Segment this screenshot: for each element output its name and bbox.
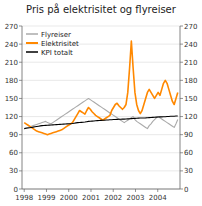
x-axis xyxy=(22,189,180,190)
x-tick-label: 2002 xyxy=(104,194,122,202)
grid-line xyxy=(22,26,180,27)
y2-tick xyxy=(180,62,183,63)
series-line xyxy=(24,98,178,128)
y2-tick xyxy=(180,170,183,171)
y-tick-label: 150 xyxy=(5,95,18,103)
y2-tick xyxy=(180,80,183,81)
legend-label: Flyreiser xyxy=(41,31,71,39)
legend-label: Elektrisitet xyxy=(41,40,79,48)
series-lines xyxy=(24,41,178,135)
x-tick xyxy=(157,189,158,192)
y-tick-label: 210 xyxy=(5,59,18,67)
chart: Pris på elektrisitet og flyreiser 0 30 60 90… xyxy=(0,0,202,206)
y-tick xyxy=(19,116,22,117)
y2-tick xyxy=(180,189,183,190)
y-tick xyxy=(19,98,22,99)
y-tick xyxy=(19,80,22,81)
y-tick-label: 120 xyxy=(5,113,18,121)
y-tick xyxy=(19,44,22,45)
grid-line xyxy=(22,80,180,81)
x-tick-label: 1998 xyxy=(15,194,33,202)
x-tick-label: 2001 xyxy=(82,194,100,202)
x-tick xyxy=(135,189,136,192)
series-line xyxy=(24,116,178,129)
y-tick xyxy=(19,134,22,135)
y-tick xyxy=(19,152,22,153)
y-tick-label: 270 xyxy=(5,23,18,31)
y2-tick xyxy=(180,26,183,27)
title: Pris på elektrisitet og flyreiser xyxy=(26,3,177,15)
grid-line xyxy=(22,152,180,153)
y-tick-label: 90 xyxy=(9,131,18,139)
y2-tick xyxy=(180,116,183,117)
y2-tick-label: 150 xyxy=(184,95,197,103)
x-tick xyxy=(24,189,25,192)
legend-swatch xyxy=(26,42,38,44)
y2-tick-label: 210 xyxy=(184,59,197,67)
legend: FlyreiserElektrisitetKPI totalt xyxy=(26,31,79,57)
y2-tick-label: 270 xyxy=(184,23,197,31)
y-tick xyxy=(19,170,22,171)
y2-tick-label: 240 xyxy=(184,41,197,49)
y2-tick xyxy=(180,152,183,153)
legend-swatch xyxy=(26,33,38,35)
y-tick xyxy=(19,26,22,27)
x-tick-label: 2003 xyxy=(127,194,145,202)
y-tick-label: 30 xyxy=(9,167,18,175)
legend-swatch xyxy=(26,51,38,53)
y-tick-label: 240 xyxy=(5,41,18,49)
y2-tick-label: 180 xyxy=(184,77,197,85)
series-line xyxy=(24,41,178,135)
y-tick xyxy=(19,189,22,190)
grid-line xyxy=(22,62,180,63)
y2-tick xyxy=(180,134,183,135)
grid-line xyxy=(22,189,180,190)
grid-line xyxy=(22,98,180,99)
x-tick xyxy=(90,189,91,192)
y2-tick-label: 0 xyxy=(184,186,188,194)
y2-tick-label: 120 xyxy=(184,113,197,121)
y-tick-label: 0 xyxy=(14,186,18,194)
y2-tick-label: 30 xyxy=(184,167,193,175)
y2-tick-label: 90 xyxy=(184,131,193,139)
y-tick-label: 60 xyxy=(9,149,18,157)
grid-line xyxy=(22,170,180,171)
x-tick-label: 2004 xyxy=(149,194,167,202)
x-tick-label: 1999 xyxy=(38,194,56,202)
x-tick xyxy=(46,189,47,192)
grid xyxy=(22,26,180,189)
y2-axis xyxy=(180,26,181,189)
x-tick xyxy=(113,189,114,192)
legend-label: KPI totalt xyxy=(41,49,73,57)
y2-tick xyxy=(180,98,183,99)
y2-tick-label: 60 xyxy=(184,149,193,157)
y-tick xyxy=(19,62,22,63)
y-tick-label: 180 xyxy=(5,77,18,85)
y-axis xyxy=(22,26,23,189)
x-tick-label: 2000 xyxy=(60,194,78,202)
x-tick xyxy=(68,189,69,192)
y2-tick xyxy=(180,44,183,45)
